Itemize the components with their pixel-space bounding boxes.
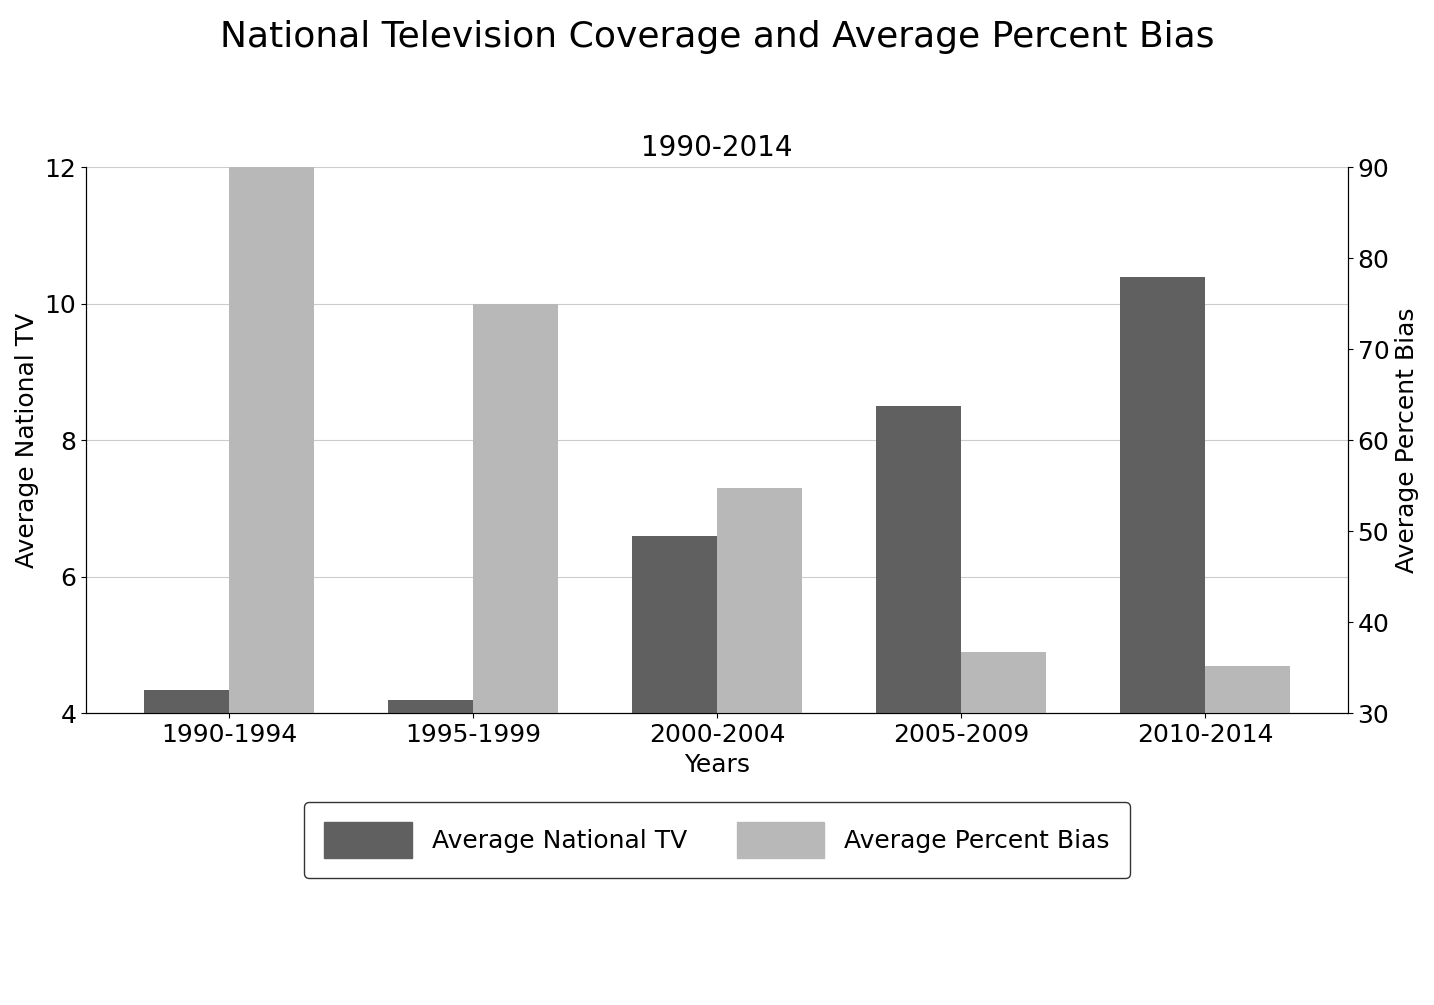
X-axis label: Years: Years bbox=[684, 753, 750, 777]
Bar bbox=[473, 304, 558, 986]
Bar bbox=[229, 168, 314, 986]
Bar bbox=[1120, 276, 1205, 986]
Title: 1990-2014: 1990-2014 bbox=[641, 135, 793, 163]
Text: National Television Coverage and Average Percent Bias: National Television Coverage and Average… bbox=[219, 20, 1215, 54]
Bar bbox=[961, 652, 1047, 986]
Y-axis label: Average National TV: Average National TV bbox=[14, 313, 39, 568]
Legend: Average National TV, Average Percent Bias: Average National TV, Average Percent Bia… bbox=[304, 802, 1130, 877]
Bar bbox=[387, 699, 473, 986]
Bar bbox=[1205, 665, 1291, 986]
Bar bbox=[876, 406, 961, 986]
Bar bbox=[717, 488, 803, 986]
Bar bbox=[143, 689, 229, 986]
Bar bbox=[631, 536, 717, 986]
Y-axis label: Average Percent Bias: Average Percent Bias bbox=[1395, 308, 1420, 573]
